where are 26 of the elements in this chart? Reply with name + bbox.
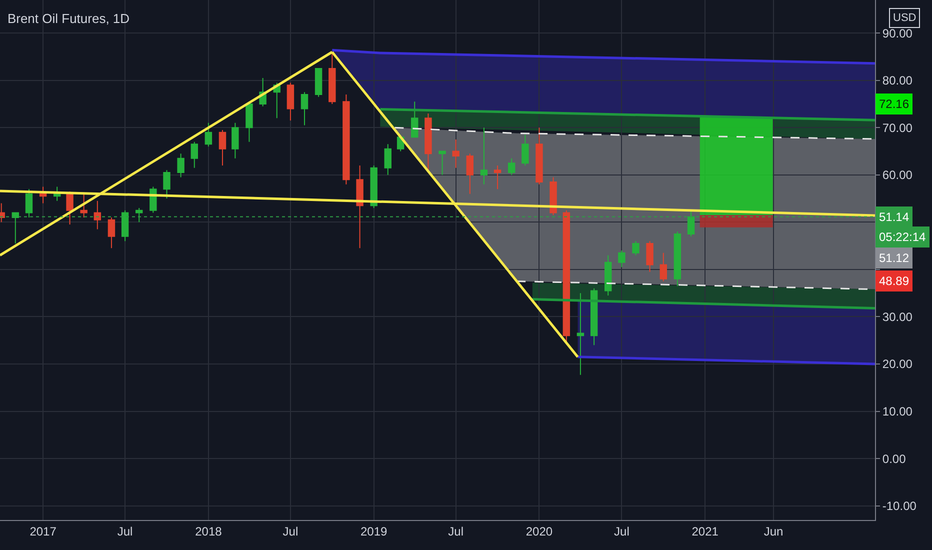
- text: USD: [893, 12, 916, 24]
- x-tick-label: Jun: [764, 524, 784, 538]
- y-tick-label: 70.00: [882, 120, 913, 135]
- x-tick-label: 2021: [692, 524, 719, 538]
- y-tick-label: 10.00: [882, 404, 913, 418]
- y-tick-label: 20.00: [882, 357, 913, 372]
- x-tick-label: Jul: [448, 524, 464, 538]
- y-tick-label: -10.00: [882, 499, 917, 514]
- text: 05:22:14: [879, 230, 926, 244]
- x-tick-label: Jul: [117, 524, 133, 538]
- y-tick-label: 80.00: [882, 74, 913, 88]
- x-tick-label: Jul: [282, 524, 298, 538]
- y-tick-label: 30.00: [882, 310, 913, 324]
- y-tick-label: 0.00: [882, 452, 906, 466]
- text: Brent Oil Futures, 1D: [7, 10, 130, 26]
- x-tick-label: Jul: [614, 524, 630, 538]
- x-tick-label: 2020: [526, 524, 553, 538]
- x-tick-label: 2017: [30, 524, 57, 538]
- x-tick-label: 2019: [360, 524, 388, 538]
- y-tick-label: 60.00: [882, 168, 913, 182]
- y-tick-label: 90.00: [882, 26, 913, 40]
- text: 72.16: [879, 97, 910, 111]
- x-tick-label: 2018: [195, 524, 222, 538]
- text: 48.89: [879, 274, 910, 288]
- annotation: 51.12: [879, 251, 910, 265]
- ref-line-label: 51.14: [879, 210, 910, 224]
